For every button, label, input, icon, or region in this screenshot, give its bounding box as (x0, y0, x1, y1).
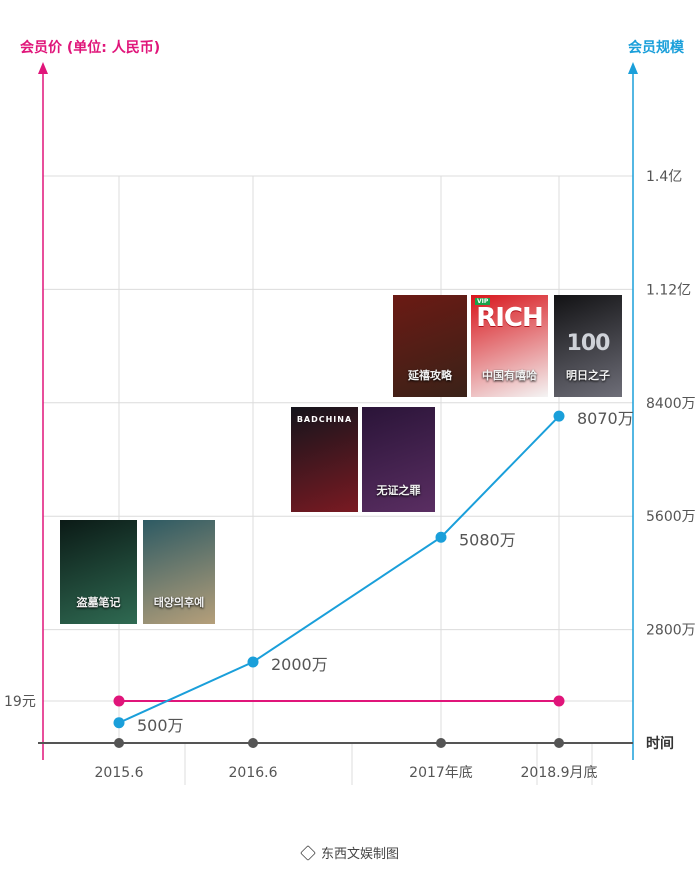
right-tick-label: 1.4亿 (646, 169, 682, 185)
x-tick-marker (554, 738, 564, 748)
poster-title: 无证之罪 (376, 484, 421, 497)
footer: 东西文娱制图 (0, 843, 700, 862)
poster-title: 明日之子 (566, 369, 610, 382)
poster-logo-icon: RICH (476, 303, 544, 333)
membership-point (247, 656, 259, 668)
price-point (113, 695, 125, 707)
poster-title: 延禧攻略 (408, 369, 452, 382)
brand-logo-icon (300, 845, 316, 861)
poster-title: 中国有嘻哈 (482, 369, 537, 382)
poster-title: 盗墓笔记 (76, 596, 121, 609)
membership-data-label: 8070万 (577, 409, 634, 428)
x-tick-label: 2017年底 (409, 765, 473, 781)
right-axis-title: 会员规模 (628, 39, 685, 56)
x-tick-label: 2015.6 (95, 765, 144, 781)
membership-point (435, 531, 447, 543)
poster-tomb: 盗墓笔记 (60, 520, 137, 624)
left-axis-arrow-icon (38, 62, 48, 74)
membership-point (113, 717, 125, 729)
poster-rap: VIP RICH 中国有嘻哈 (471, 295, 548, 397)
poster-badchina: BADCHINA (291, 407, 358, 512)
left-tick-label: 19元 (4, 694, 36, 710)
membership-data-label: 2000万 (271, 655, 328, 674)
right-tick-label: 2800万 (646, 623, 696, 639)
right-tick-label: 5600万 (646, 509, 696, 525)
poster-descendants: 태양의후예 (143, 520, 215, 624)
right-axis-arrow-icon (628, 62, 638, 74)
poster-title: BADCHINA (296, 415, 353, 424)
left-axis-title: 会员价 (单位: 人民币) (20, 39, 160, 56)
right-tick-label: 1.12亿 (646, 282, 691, 298)
membership-data-label: 5080万 (459, 530, 516, 549)
x-tick-marker (248, 738, 258, 748)
poster-logo-icon: 100 (566, 331, 611, 356)
right-tick-label: 8400万 (646, 396, 696, 412)
x-axis-title: 时间 (646, 735, 674, 752)
x-tick-marker (114, 738, 124, 748)
poster-yanxi: 延禧攻略 (393, 295, 467, 397)
x-tick-label: 2018.9月底 (521, 765, 598, 781)
vip-badge-icon: VIP (475, 298, 491, 305)
membership-point (553, 410, 565, 422)
price-point (553, 695, 565, 707)
membership-series-line (118, 415, 560, 724)
poster-title: 태양의후예 (153, 596, 205, 609)
footer-text: 东西文娱制图 (320, 847, 399, 862)
membership-data-label: 500万 (137, 716, 184, 735)
x-tick-marker (436, 738, 446, 748)
poster-wuzheng: 无证之罪 (362, 407, 435, 512)
poster-idol: 100 明日之子 (554, 295, 622, 397)
x-tick-label: 2016.6 (229, 765, 278, 781)
